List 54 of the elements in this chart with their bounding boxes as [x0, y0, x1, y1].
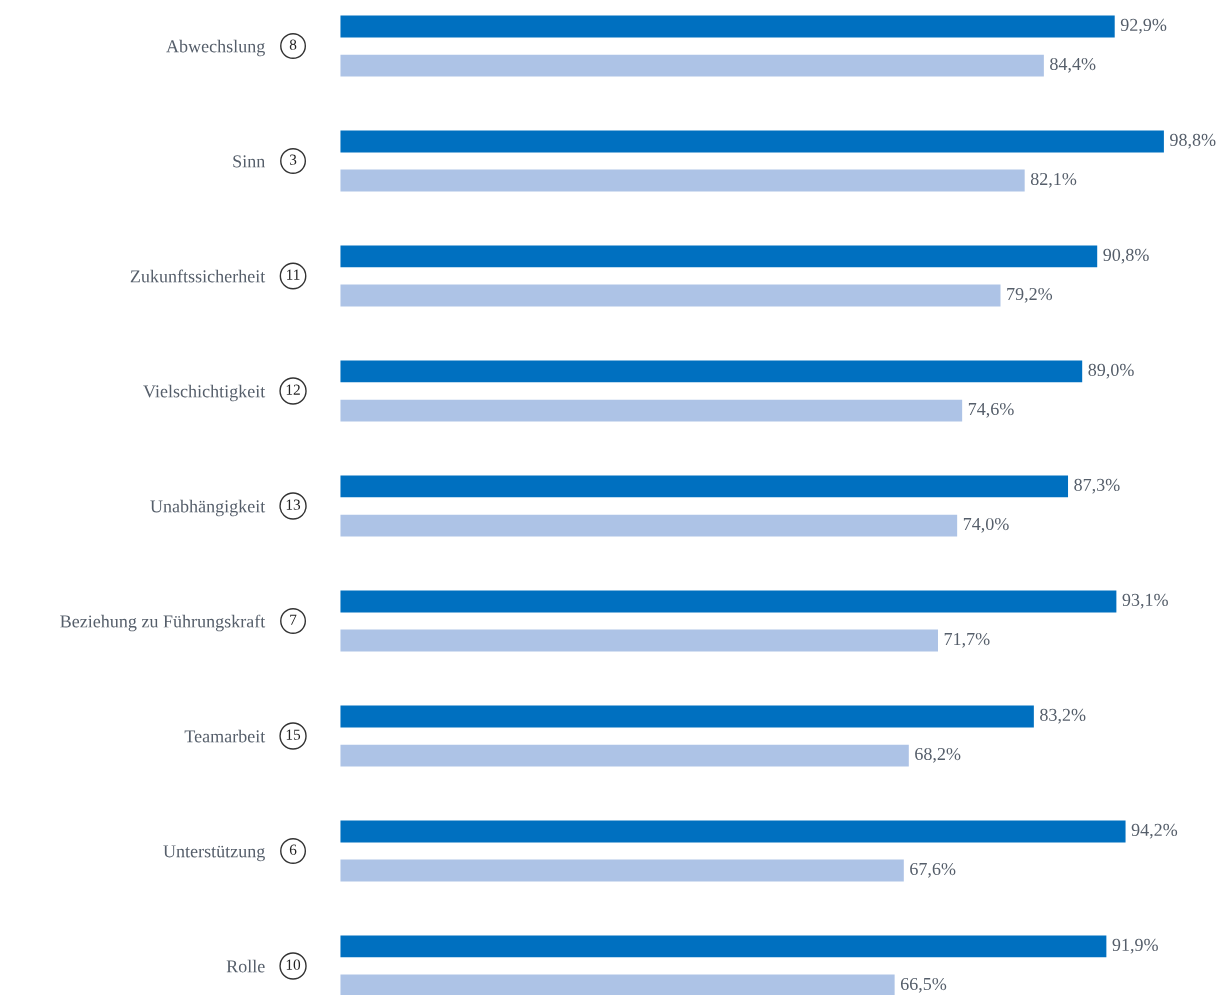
data-label: 84,4%: [1050, 57, 1096, 73]
bar: [340, 705, 1034, 728]
text: 12: [286, 384, 300, 395]
data-label: 93,1%: [1122, 593, 1168, 609]
y-tick-label: Unabhängigkeit: [150, 499, 266, 517]
bar: [340, 820, 1126, 843]
data-label: 92,9%: [1120, 18, 1167, 34]
text: 7: [290, 614, 297, 625]
bar: [340, 399, 963, 422]
bar: [340, 475, 1069, 498]
data-label: 82,1%: [1030, 172, 1077, 188]
y-tick-label: Teamarbeit: [184, 729, 266, 743]
bar: [340, 974, 895, 995]
bar: [340, 360, 1083, 383]
data-label: 74,6%: [968, 402, 1014, 418]
bar: [340, 629, 938, 652]
text: 8: [289, 39, 297, 50]
text: 13: [286, 499, 301, 510]
y-tick-label: Rolle: [226, 959, 265, 973]
data-label: 91,9%: [1112, 938, 1158, 954]
data-label: 89,0%: [1088, 363, 1134, 379]
bar: [340, 54, 1044, 77]
data-label: 87,3%: [1074, 478, 1120, 494]
bar: [340, 245, 1098, 268]
y-tick-label: Sinn: [233, 155, 265, 168]
text: 6: [289, 844, 297, 855]
data-label: 79,2%: [1007, 287, 1053, 303]
data-label: 98,8%: [1170, 133, 1216, 149]
data-label: 68,2%: [915, 747, 961, 763]
y-tick-label: Vielschichtigkeit: [143, 384, 266, 402]
text: 3: [289, 154, 297, 165]
data-label: 94,2%: [1131, 823, 1178, 839]
data-label: 90,8%: [1103, 248, 1149, 264]
bar: [340, 744, 909, 767]
data-label: 71,7%: [944, 632, 990, 648]
y-tick-label: Abwechslung: [166, 39, 265, 57]
data-label: 67,6%: [910, 862, 956, 878]
bar: [340, 590, 1117, 613]
data-label: 66,5%: [900, 977, 947, 993]
y-tick-label: Zukunftssicherheit: [130, 269, 266, 283]
bar: [340, 514, 958, 537]
bar: [340, 130, 1164, 153]
bar: [340, 935, 1107, 958]
bar: [340, 15, 1115, 38]
text: 11: [287, 269, 300, 280]
y-tick-label: Beziehung zu Führungskraft: [60, 614, 266, 632]
y-tick-label: Unterstützung: [163, 845, 265, 862]
data-label: 74,0%: [963, 517, 1009, 533]
bar: [340, 284, 1001, 307]
data-label: 83,2%: [1040, 708, 1086, 724]
bar: [340, 859, 904, 882]
bar: [340, 169, 1025, 192]
text: 10: [286, 959, 301, 970]
text: 15: [286, 729, 301, 740]
